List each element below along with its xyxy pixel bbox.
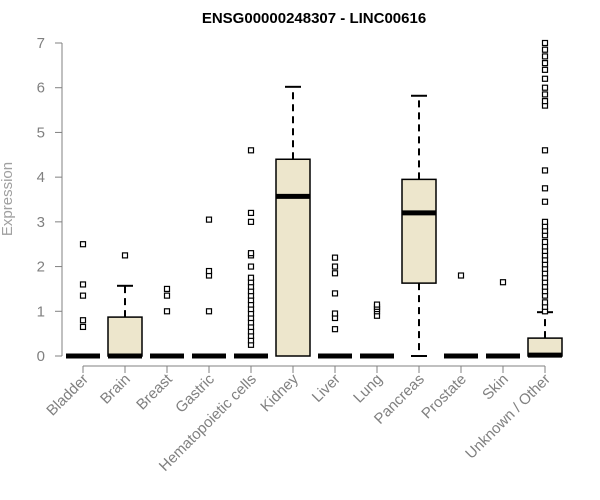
box-brain <box>107 252 143 359</box>
outlier-point <box>247 209 255 217</box>
outlier-point <box>541 66 549 73</box>
outlier-point <box>541 84 549 91</box>
outlier-point <box>79 323 87 331</box>
box-pancreas <box>401 94 437 357</box>
outlier-point <box>121 252 129 259</box>
outlier-point <box>163 292 171 299</box>
outlier-point <box>331 290 339 297</box>
outlier-point <box>331 310 339 317</box>
x-tick-label: Brain <box>97 371 134 408</box>
x-tick-label: Skin <box>479 371 512 404</box>
outlier-point <box>247 263 255 270</box>
outlier-point <box>541 299 549 306</box>
x-tick-label: Bladder <box>43 371 92 420</box>
outlier-point <box>541 238 549 246</box>
outlier-point <box>205 267 213 275</box>
outlier-point <box>541 198 549 205</box>
outlier-point <box>79 281 87 288</box>
outlier-point <box>331 254 339 261</box>
outlier-point <box>247 274 255 281</box>
box-lung <box>360 301 394 359</box>
outlier-point <box>541 185 549 192</box>
box-body <box>401 178 437 284</box>
y-tick-label: 7 <box>37 35 45 52</box>
outlier-point <box>541 60 549 67</box>
outlier-point <box>247 147 255 154</box>
box-unknown-other <box>527 39 563 358</box>
outlier-point <box>541 91 549 98</box>
box-gastric <box>192 216 226 359</box>
outlier-point <box>247 218 255 225</box>
outlier-point <box>499 279 507 286</box>
y-tick-label: 6 <box>37 80 45 97</box>
box-kidney <box>275 85 311 357</box>
box-body <box>275 158 311 357</box>
outlier-point <box>163 285 171 293</box>
outlier-point <box>541 147 549 154</box>
outlier-point <box>205 216 213 223</box>
box-bladder <box>66 241 100 359</box>
y-tick-label: 2 <box>37 259 45 276</box>
outlier-point <box>373 301 381 308</box>
box-series <box>66 39 563 359</box>
outlier-point <box>331 270 339 277</box>
box-liver <box>318 254 352 359</box>
x-tick-label: Breast <box>133 370 176 413</box>
outlier-point <box>541 218 549 225</box>
outlier-point <box>541 53 549 60</box>
outlier-point <box>79 317 87 324</box>
outlier-point <box>541 167 549 174</box>
outlier-point <box>541 39 549 47</box>
outlier-point <box>541 98 549 105</box>
y-axis-label: Expression <box>0 162 16 236</box>
outlier-point <box>541 46 549 53</box>
outlier-point <box>541 75 549 82</box>
outlier-point <box>205 308 213 315</box>
outlier-point <box>163 308 171 315</box>
box-breast <box>150 285 184 359</box>
x-tick-label: Lung <box>350 371 386 407</box>
outlier-point <box>457 272 465 279</box>
y-tick-label: 4 <box>37 169 45 186</box>
x-tick-label: Liver <box>309 371 344 406</box>
box-prostate <box>444 272 478 359</box>
outlier-point <box>331 263 339 270</box>
box-body <box>107 316 143 357</box>
x-tick-label: Kidney <box>257 370 302 415</box>
y-axis: 0 1 2 3 4 5 6 7 <box>37 35 63 365</box>
box-skin <box>486 279 520 359</box>
y-tick-label: 3 <box>37 214 45 231</box>
outlier-point <box>79 241 87 248</box>
y-tick-label: 0 <box>37 348 45 365</box>
x-tick-label: Prostate <box>418 371 470 423</box>
y-tick-label: 1 <box>37 303 45 320</box>
box-hematopoietic-cells <box>234 147 268 359</box>
outlier-point <box>247 250 255 257</box>
y-tick-label: 5 <box>37 124 45 141</box>
outlier-point <box>79 292 87 299</box>
outlier-point <box>331 326 339 333</box>
chart-title: ENSG00000248307 - LINC00616 <box>202 10 426 27</box>
